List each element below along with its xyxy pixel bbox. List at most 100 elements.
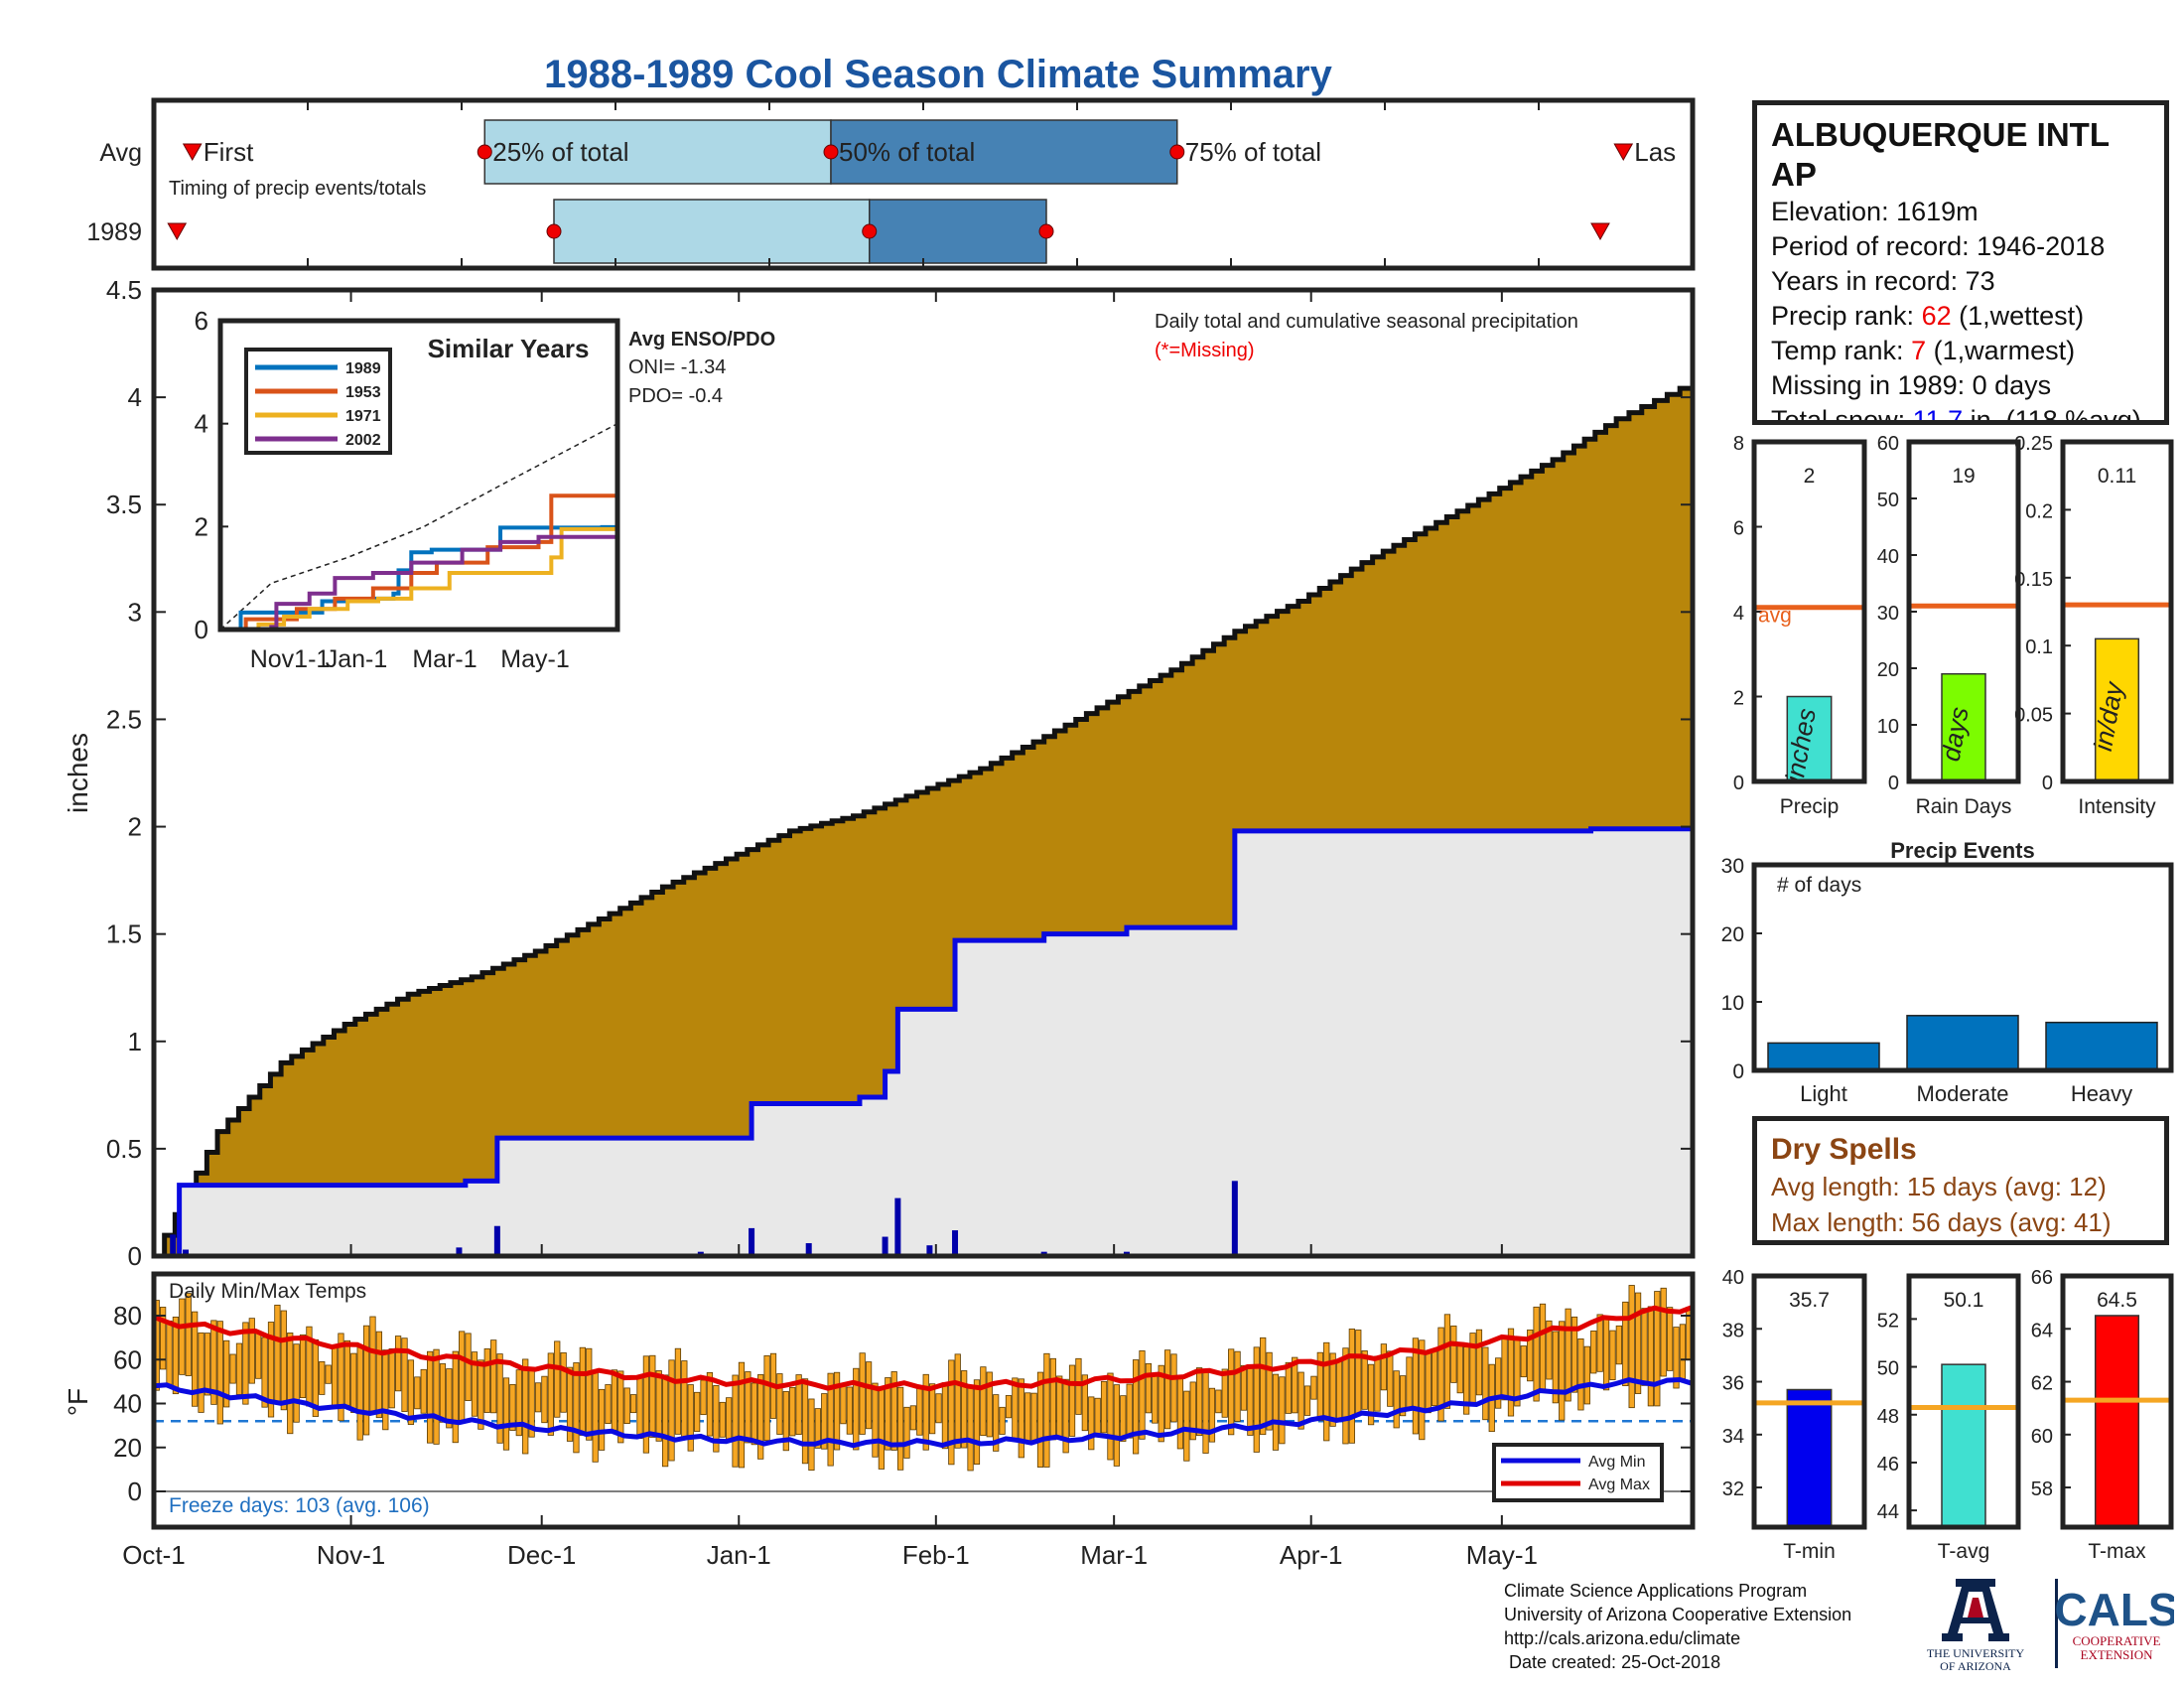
daily-temp-bar: [1145, 1362, 1153, 1414]
daily-temp-bar: [343, 1339, 350, 1406]
daily-temp-bar: [999, 1406, 1006, 1435]
daily-temp-bar: [1456, 1344, 1463, 1394]
daily-temp-bar: [1221, 1368, 1228, 1418]
daily-temp-bar: [1443, 1314, 1451, 1409]
daily-temp-bar: [846, 1386, 853, 1435]
daily-temp-bar: [909, 1405, 917, 1431]
daily-temp-bar: [1272, 1373, 1280, 1451]
daily-temp-bar: [1437, 1327, 1444, 1422]
daily-temp-bar: [763, 1354, 770, 1442]
daily-temp-bar: [1654, 1291, 1661, 1407]
dry-max-length: Max length: 56 days (avg: 41): [1771, 1207, 2112, 1237]
timing-frame: [151, 97, 1696, 271]
y-tick-label: 4.5: [106, 275, 142, 305]
daily-temp-bar: [941, 1382, 949, 1450]
temps-frame: [151, 1271, 1696, 1530]
daily-temp-bar: [1196, 1367, 1203, 1437]
inset-y-tick: 0: [195, 615, 208, 644]
daily-temp-bar: [1660, 1287, 1667, 1377]
daily-temp-bar: [1310, 1375, 1317, 1400]
events-y-tick: 10: [1721, 992, 1744, 1015]
missing-note: (*=Missing): [1155, 340, 1255, 361]
daily-temp-bar: [1107, 1372, 1114, 1461]
figure-title: 1988-1989 Cool Season Climate Summary: [544, 53, 1332, 96]
daily-temp-bar: [204, 1333, 211, 1396]
daily-temp-bar: [1577, 1338, 1584, 1411]
y-tick-label: 1.5: [106, 919, 142, 949]
daily-temp-bar: [401, 1337, 408, 1412]
daily-temp-bar: [1176, 1376, 1184, 1450]
footer-line-1: Climate Science Applications Program: [1504, 1581, 1808, 1601]
legend-avg-min: Avg Min: [1588, 1454, 1646, 1471]
daily-temp-bar: [719, 1401, 726, 1438]
inset-x-tick: Mar-1: [412, 645, 477, 673]
daily-temp-bar: [554, 1340, 561, 1418]
timing-caption: Timing of precip events/totals: [169, 178, 426, 200]
station-years: Years in record: 73: [1771, 266, 1995, 296]
daily-temp-bar: [1202, 1371, 1209, 1454]
observed-cumulative-area: [154, 826, 1693, 1256]
events-category: Heavy: [2071, 1081, 2132, 1106]
daily-temp-bar: [210, 1320, 217, 1405]
daily-temp-bar: [1285, 1361, 1292, 1414]
tbar-y-tick: 40: [1722, 1267, 1744, 1289]
daily-temp-bar: [642, 1355, 650, 1454]
mini-y-tick: 60: [1877, 433, 1899, 455]
temperature-bars: 35.7 32 34 36 38 40 T-min 50.1 44 46 48 50 52 T-avg 64…: [1722, 1267, 2174, 1563]
x-tick-label: Dec-1: [507, 1540, 576, 1570]
events-y-tick: 0: [1732, 1060, 1744, 1083]
daily-temp-bar: [274, 1304, 281, 1402]
daily-temp-bar: [566, 1366, 574, 1442]
daily-temp-bar: [1419, 1339, 1426, 1441]
daily-temp-bar: [1387, 1350, 1394, 1407]
daily-temp-bar: [611, 1369, 618, 1431]
daily-temp-bar: [1425, 1351, 1432, 1414]
mini-y-tick: 0: [1733, 773, 1744, 794]
daily-precip-bar: [882, 1236, 888, 1256]
daily-temp-bar: [1596, 1314, 1603, 1372]
daily-temp-bar: [1132, 1359, 1140, 1455]
tbar-label: T-max: [2088, 1540, 2146, 1563]
daily-temp-bar: [1501, 1336, 1508, 1401]
y-tick-label: 2.5: [106, 704, 142, 734]
daily-temp-bar: [433, 1348, 440, 1445]
daily-temp-bar: [935, 1393, 942, 1424]
y-tick-label: 2: [128, 812, 142, 842]
temp-y-tick: 60: [113, 1344, 142, 1374]
daily-temp-bar: [1431, 1348, 1438, 1407]
x-tick-label: Jan-1: [707, 1540, 771, 1570]
inset-legend-entry: 2002: [345, 432, 381, 449]
daily-temp-bar: [623, 1387, 630, 1424]
temp-y-tick: 80: [113, 1301, 142, 1331]
tbar-y-tick: 66: [2031, 1267, 2053, 1289]
timing-quartile-marker: [1169, 144, 1185, 160]
daily-temp-bar: [1329, 1352, 1336, 1427]
daily-temp-bar: [993, 1394, 1000, 1452]
enso-title: Avg ENSO/PDO: [628, 329, 775, 351]
daily-temp-bar: [865, 1361, 873, 1430]
main-note: Daily total and cumulative seasonal prec…: [1155, 311, 1578, 333]
y-tick-label: 3.5: [106, 490, 142, 519]
daily-precip-bar: [493, 1225, 500, 1256]
timing-bar-25-50: [483, 119, 832, 185]
daily-temp-bar: [1406, 1356, 1413, 1410]
svg-text:OF ARIZONA: OF ARIZONA: [1940, 1659, 2011, 1673]
daily-temp-bar: [896, 1386, 904, 1471]
daily-temp-bar: [1158, 1364, 1164, 1443]
daily-temp-bar: [757, 1374, 764, 1460]
daily-temp-bar: [713, 1385, 720, 1453]
daily-temp-bar: [369, 1316, 376, 1412]
mini-label: Rain Days: [1916, 795, 2012, 818]
daily-temp-bar: [878, 1389, 886, 1470]
tbar-T-max: [2094, 1315, 2140, 1528]
daily-temp-bar: [1088, 1396, 1095, 1451]
daily-temp-bar: [973, 1379, 981, 1465]
dry-spells-title: Dry Spells: [1771, 1133, 1917, 1166]
tbar-T-min: [1786, 1388, 1833, 1528]
daily-temp-bar: [287, 1333, 294, 1435]
daily-temp-bar: [1641, 1308, 1648, 1386]
daily-temp-bar: [885, 1377, 891, 1451]
daily-temp-bar: [509, 1383, 516, 1431]
inset-title: Similar Years: [428, 334, 590, 363]
